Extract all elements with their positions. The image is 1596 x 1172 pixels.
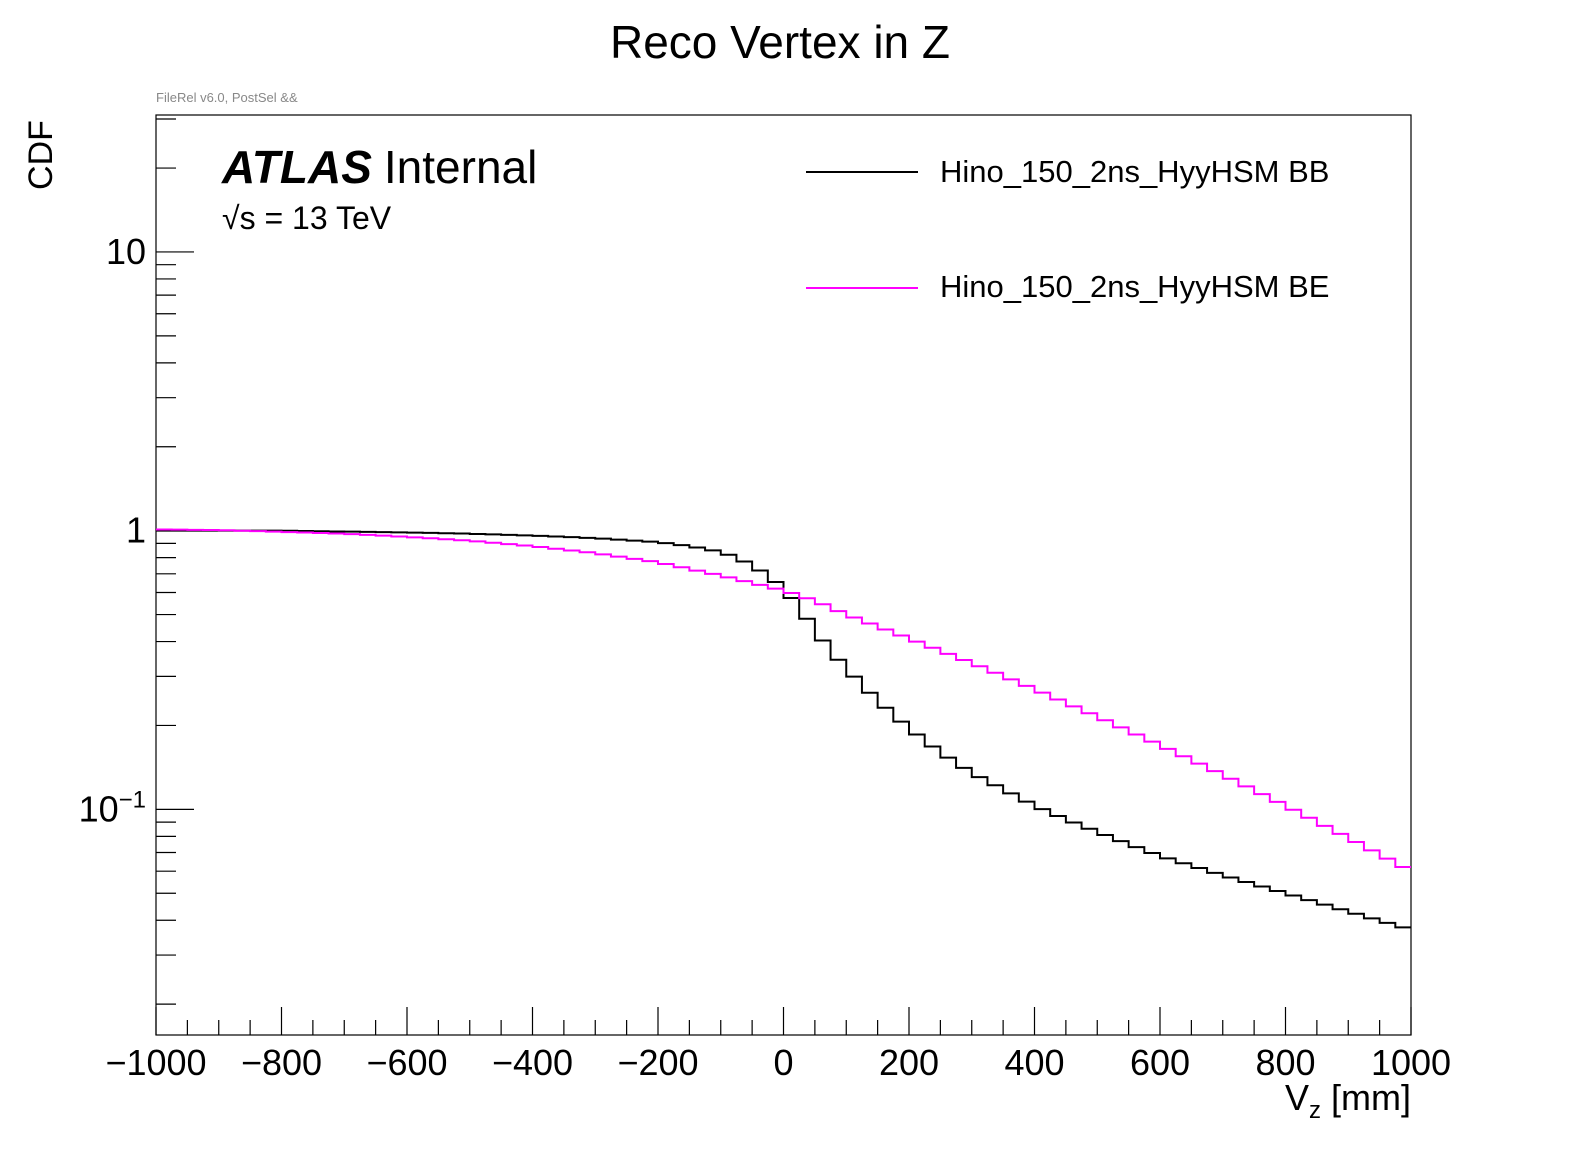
plot-frame <box>155 114 1412 1036</box>
energy-label: √s = 13 TeV <box>222 200 392 236</box>
legend: Hino_150_2ns_HyyHSM BB Hino_150_2ns_HyyH… <box>806 154 1329 304</box>
x-axis-label: Vz [mm] <box>1285 1077 1411 1124</box>
energy-text: s = 13 TeV <box>240 200 392 236</box>
x-tick-label: 600 <box>1130 1042 1190 1083</box>
series-line-0 <box>156 529 1411 929</box>
x-axis-label-sub: z <box>1309 1097 1321 1124</box>
series-layer <box>156 528 1411 929</box>
x-tick-label: −400 <box>492 1042 573 1083</box>
x-tick-label: 400 <box>1004 1042 1064 1083</box>
y-axis-ticks: 10 1 10−1 <box>79 118 194 1005</box>
x-tick-label: 800 <box>1255 1042 1315 1083</box>
x-tick-label: −1000 <box>105 1042 206 1083</box>
x-tick-label: 1000 <box>1371 1042 1451 1083</box>
chart-title: Reco Vertex in Z <box>610 16 950 68</box>
x-tick-label: 0 <box>773 1042 793 1083</box>
x-tick-label: −800 <box>241 1042 322 1083</box>
y-axis-label: CDF <box>22 120 60 190</box>
atlas-label: ATLAS Internal <box>221 141 537 193</box>
atlas-status: Internal <box>384 141 537 193</box>
x-axis-label-unit: [mm] <box>1321 1077 1411 1118</box>
series-line-1 <box>156 528 1411 869</box>
legend-label-be: Hino_150_2ns_HyyHSM BE <box>940 269 1329 304</box>
x-tick-label: 200 <box>879 1042 939 1083</box>
x-axis-label-main: V <box>1285 1077 1309 1118</box>
y-tick-label: 10 <box>106 231 146 272</box>
sqrt-symbol: √ <box>222 200 240 236</box>
legend-label-bb: Hino_150_2ns_HyyHSM BB <box>940 154 1329 189</box>
x-tick-label: −600 <box>366 1042 447 1083</box>
y-tick-label: 10−1 <box>79 786 146 829</box>
atlas-word: ATLAS <box>221 141 372 193</box>
y-tick-label: 1 <box>126 510 146 551</box>
x-axis-ticks: −1000 −800 −600 −400 −200 0 200 400 600 800 1000 <box>105 1007 1451 1083</box>
x-tick-label: −200 <box>617 1042 698 1083</box>
file-note: FileRel v6.0, PostSel && <box>156 90 298 105</box>
